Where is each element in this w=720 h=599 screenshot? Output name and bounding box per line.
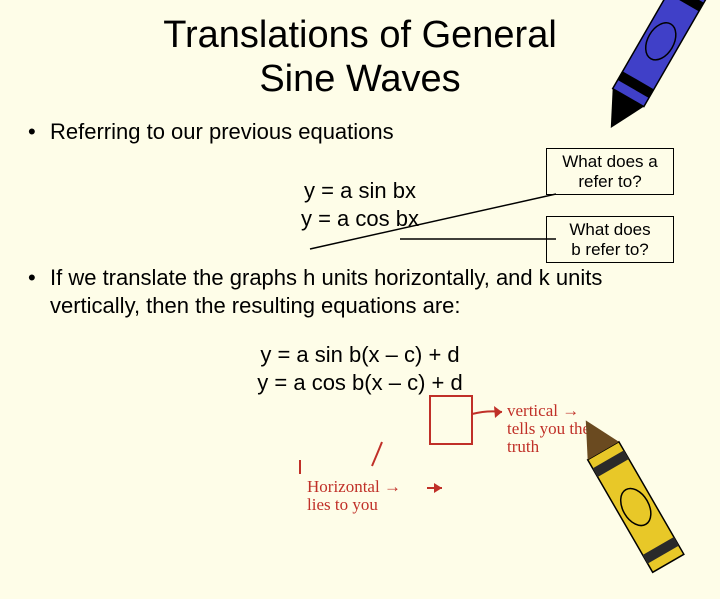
- eq-sin-translated: y = a sin b(x – c) + d: [260, 342, 459, 367]
- eq-cos-basic: y = a cos bx: [301, 206, 419, 231]
- hand-horizontal-l1: Horizontal →: [307, 477, 401, 496]
- bullet2-text: If we translate the graphs h units horiz…: [50, 265, 602, 318]
- callout-b-line1: What does: [569, 220, 650, 239]
- equation-block-translated: y = a sin b(x – c) + d y = a cos b(x – c…: [0, 341, 720, 396]
- hand-horizontal-l2: lies to you: [307, 495, 378, 514]
- callout-b-line2: b refer to?: [571, 240, 649, 259]
- callout-b: What does b refer to?: [546, 216, 674, 263]
- title-line-2: Sine Waves: [259, 58, 460, 100]
- crayon-icon-blue: [560, 0, 720, 174]
- crayon-icon-yellow: [545, 399, 720, 599]
- eq-cos-translated: y = a cos b(x – c) + d: [257, 370, 462, 395]
- callout-a-line2: refer to?: [578, 172, 641, 191]
- title-line-1: Translations of General: [163, 14, 557, 56]
- bullet-translation: If we translate the graphs h units horiz…: [50, 264, 672, 319]
- eq-sin-basic: y = a sin bx: [304, 178, 416, 203]
- bullet1-text: Referring to our previous equations: [50, 119, 394, 144]
- hand-vertical-l3: truth: [507, 437, 539, 456]
- hand-note-horizontal: Horizontal → lies to you: [307, 478, 401, 514]
